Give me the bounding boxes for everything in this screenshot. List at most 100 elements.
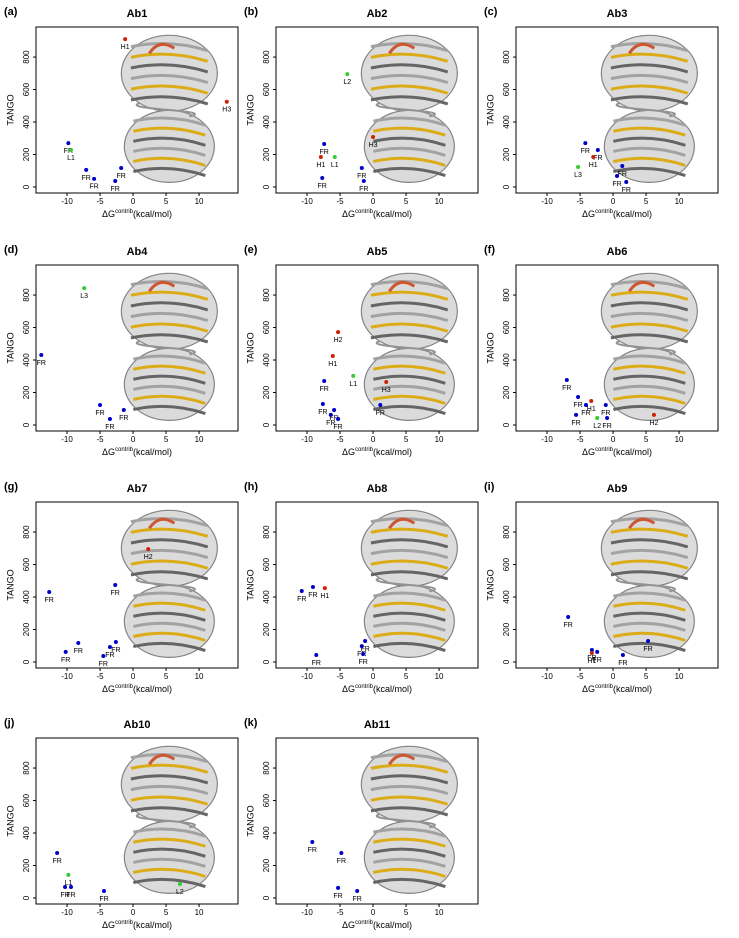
point-label: FR (66, 892, 75, 899)
point-label: L1 (67, 155, 75, 162)
plot-frame (35, 264, 239, 432)
chart-title: Ab6 (607, 246, 628, 258)
x-tick-label: -5 (96, 197, 104, 206)
structure-strand (373, 641, 446, 653)
structure-strand (370, 63, 449, 74)
x-tick-label: 10 (435, 435, 444, 444)
x-tick-label: 10 (675, 197, 684, 206)
point-label: FR (593, 155, 602, 162)
point (84, 167, 89, 172)
point-label: FR (308, 592, 317, 599)
point (119, 165, 124, 170)
structure-strand (610, 63, 689, 74)
panel-label: (b) (244, 6, 258, 18)
structure-strand (373, 621, 446, 632)
point (651, 412, 656, 417)
y-tick-label: 0 (262, 184, 271, 189)
x-tick-label: 5 (404, 908, 409, 917)
structure-strand (373, 354, 446, 365)
point (591, 154, 596, 159)
y-tick-label: 600 (262, 82, 271, 96)
structure-strand (370, 763, 449, 774)
point (566, 614, 571, 619)
structure-strand (610, 517, 689, 528)
point (322, 378, 327, 383)
structure-strand (373, 364, 446, 375)
x-axis-label-unit: (kcal/mol) (133, 447, 172, 457)
x-tick-label: 5 (164, 908, 169, 917)
point-label: FR (320, 149, 329, 156)
y-axis-label: TANGO (485, 332, 495, 363)
structure-strand (613, 591, 686, 602)
point-label: H1 (316, 162, 325, 169)
chart-title: Ab5 (367, 246, 388, 258)
point (620, 653, 625, 658)
x-tick-label: 10 (435, 908, 444, 917)
plot-frame (35, 26, 239, 194)
y-axis-label: TANGO (5, 805, 15, 836)
structure-strand (613, 116, 686, 127)
point (310, 839, 315, 844)
point (646, 639, 651, 644)
y-tick-label: 800 (262, 50, 271, 64)
y-tick-label: 800 (262, 288, 271, 302)
structure-strand (133, 631, 206, 642)
structure-strand (130, 301, 209, 312)
x-tick-label: 0 (611, 672, 616, 681)
x-axis-label-unit: (kcal/mol) (133, 209, 172, 219)
structure-loop (135, 577, 196, 593)
x-axis-label-sup: contrib (355, 920, 374, 926)
x-axis-label-main: ΔG (342, 920, 355, 930)
point (318, 154, 323, 159)
point-label: H2 (649, 420, 658, 427)
structure-image (120, 272, 218, 421)
plot-frame (515, 26, 719, 194)
point (82, 286, 87, 291)
point-label: FR (320, 386, 329, 393)
x-tick-label: 0 (371, 197, 376, 206)
x-axis-label: ΔGcontrib(kcal/mol) (342, 920, 412, 931)
panel-label: (j) (4, 717, 15, 729)
structure-strand (373, 126, 446, 137)
structure-strand (130, 753, 209, 764)
y-tick-label: 600 (22, 793, 31, 807)
structure-strand (130, 763, 209, 774)
plot-frame (275, 26, 479, 194)
point (121, 408, 126, 413)
point-label: FR (297, 596, 306, 603)
point-label: FR (353, 896, 362, 903)
structure-strand (370, 784, 449, 796)
y-tick-label: 0 (502, 184, 511, 189)
structure-strand (130, 322, 209, 333)
structure-strand (610, 95, 689, 106)
structure-strand (370, 559, 449, 570)
point-label: FR (61, 657, 70, 664)
structure-strand (148, 753, 176, 766)
structure-strand (613, 404, 686, 416)
point (224, 99, 229, 104)
structure-strand (613, 166, 686, 178)
structure-strand (370, 795, 449, 806)
y-tick-label: 200 (22, 147, 31, 161)
point-label: FR (571, 420, 580, 427)
chart-title: Ab8 (367, 483, 388, 495)
chart-title: Ab2 (367, 8, 388, 20)
y-tick-label: 400 (22, 115, 31, 129)
structure-strand (133, 847, 206, 858)
structure-strand (370, 333, 449, 344)
structure-strand (613, 354, 686, 365)
point-label: FR (358, 659, 367, 666)
x-tick-label: 5 (164, 435, 169, 444)
structure-image (600, 34, 698, 183)
point-label: H3 (382, 387, 391, 394)
structure-strand (370, 84, 449, 95)
structure-strand (133, 827, 206, 838)
point (574, 412, 579, 417)
point (76, 640, 81, 645)
y-tick-label: 200 (502, 622, 511, 636)
structure-strand (610, 559, 689, 570)
structure-strand (130, 311, 209, 323)
point (564, 377, 569, 382)
point (113, 640, 118, 645)
x-axis-label-sup: contrib (595, 447, 614, 453)
